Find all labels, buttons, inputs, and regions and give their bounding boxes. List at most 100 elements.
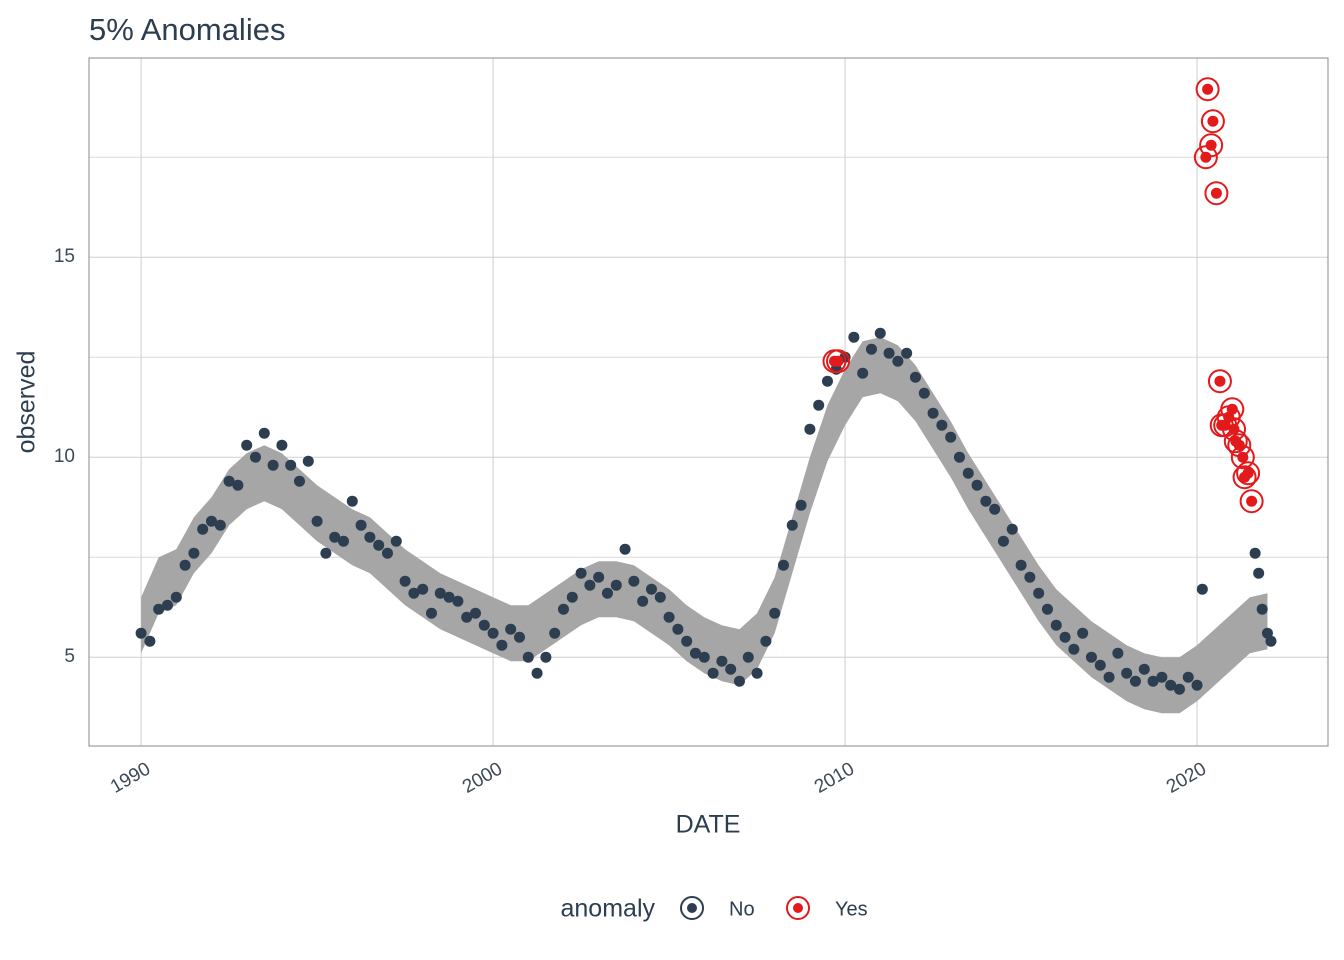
point — [637, 595, 649, 607]
plot-border — [88, 57, 1329, 747]
point — [205, 515, 217, 527]
y-tick-label: 15 — [54, 246, 75, 267]
point — [698, 651, 710, 663]
point — [997, 535, 1009, 547]
point — [513, 631, 525, 643]
point — [786, 519, 798, 531]
point — [918, 387, 930, 399]
point — [1182, 671, 1194, 683]
point — [478, 619, 490, 631]
x-tick-label: 2000 — [459, 758, 506, 797]
point — [232, 479, 244, 491]
anomaly-ring — [826, 349, 851, 374]
point — [832, 355, 844, 367]
point — [1265, 635, 1277, 647]
point — [1050, 619, 1062, 631]
point — [540, 651, 552, 663]
point — [1196, 583, 1208, 595]
point — [1237, 451, 1249, 463]
x-tick-label: 2010 — [811, 758, 858, 797]
legend-title: anomaly — [561, 895, 656, 923]
legend-ring — [786, 896, 810, 920]
point — [381, 547, 393, 559]
anomaly-ring — [1239, 489, 1264, 514]
point — [390, 535, 402, 547]
point — [601, 587, 613, 599]
point — [628, 575, 640, 587]
point — [1226, 403, 1238, 415]
point — [452, 595, 464, 607]
point — [434, 587, 446, 599]
point — [1191, 679, 1203, 691]
point — [874, 327, 886, 339]
legend-dot — [793, 903, 803, 913]
point — [751, 667, 763, 679]
point — [927, 407, 939, 419]
point — [214, 519, 226, 531]
point — [566, 591, 578, 603]
point — [1246, 495, 1258, 507]
point — [953, 451, 965, 463]
point — [505, 623, 517, 635]
point — [901, 347, 913, 359]
point — [584, 579, 596, 591]
point — [1059, 631, 1071, 643]
point — [1129, 675, 1141, 687]
point — [373, 539, 385, 551]
point — [945, 431, 957, 443]
point — [1207, 115, 1219, 127]
point — [1085, 651, 1097, 663]
point — [857, 367, 869, 379]
chart-title: 5% Anomalies — [89, 12, 285, 47]
point — [769, 607, 781, 619]
point — [1015, 559, 1027, 571]
point — [1205, 139, 1217, 151]
point — [962, 467, 974, 479]
point — [267, 459, 279, 471]
y-axis-label: observed — [13, 351, 41, 454]
point — [337, 535, 349, 547]
point — [610, 579, 622, 591]
point — [1112, 647, 1124, 659]
point — [654, 591, 666, 603]
point — [1138, 663, 1150, 675]
point — [346, 495, 358, 507]
point — [329, 531, 341, 543]
point — [672, 623, 684, 635]
point — [1103, 671, 1115, 683]
x-axis-label: DATE — [676, 811, 741, 839]
point — [681, 635, 693, 647]
point — [188, 547, 200, 559]
anomaly-ring — [1199, 133, 1224, 158]
point — [804, 423, 816, 435]
point — [725, 663, 737, 675]
point — [1242, 467, 1254, 479]
point — [469, 607, 481, 619]
point — [733, 675, 745, 687]
point — [980, 495, 992, 507]
point — [285, 459, 297, 471]
point — [575, 567, 587, 579]
point — [487, 627, 499, 639]
point — [153, 603, 165, 615]
point — [1214, 375, 1226, 387]
point — [821, 375, 833, 387]
point — [716, 655, 728, 667]
point — [1202, 83, 1214, 95]
anomaly-ring — [1220, 397, 1245, 422]
point — [1068, 643, 1080, 655]
point — [531, 667, 543, 679]
point — [311, 515, 323, 527]
anomaly-ring — [1232, 465, 1257, 490]
point — [522, 651, 534, 663]
point — [971, 479, 983, 491]
point — [1006, 523, 1018, 535]
point — [795, 499, 807, 511]
point — [1041, 603, 1053, 615]
point — [249, 451, 261, 463]
point — [1156, 671, 1168, 683]
legend-label: Yes — [835, 898, 868, 920]
point — [557, 603, 569, 615]
point — [1165, 679, 1177, 691]
point — [689, 647, 701, 659]
